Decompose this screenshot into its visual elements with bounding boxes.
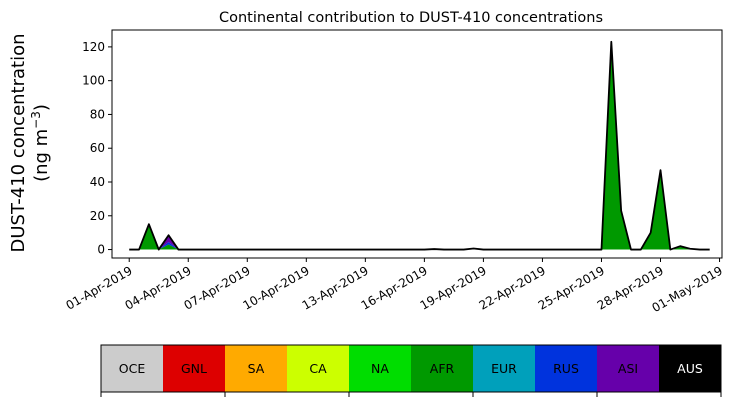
legend-swatch-aus: [659, 345, 722, 392]
legend-label-afr: AFR: [430, 361, 455, 376]
x-tick-label-10-apr-2019: 10-Apr-2019: [241, 263, 312, 312]
y-axis: 0 20 40 60 80 100 120: [82, 40, 112, 257]
y-tick-label-120: 120: [82, 40, 105, 54]
legend-label-aus: AUS: [677, 361, 703, 376]
plot-frame: [111, 29, 723, 259]
y-axis-unit-exponent: −3: [29, 111, 43, 129]
y-axis-label: DUST-410 concentration: [8, 33, 29, 252]
y-axis-label-units: (ng m−3): [29, 104, 52, 182]
y-tick-label-40: 40: [90, 175, 105, 189]
legend-label-gnl: GNL: [181, 361, 207, 376]
y-axis-label-line1: DUST-410 concentration: [8, 33, 29, 252]
legend-label-eur: EUR: [491, 361, 517, 376]
legend-swatch-gnl: [163, 345, 226, 392]
legend-label-sa: SA: [248, 361, 265, 376]
legend-label-rus: RUS: [553, 361, 579, 376]
legend-label-oce: OCE: [119, 361, 146, 376]
stacked-areas: [129, 40, 710, 251]
x-tick-label-01-apr-2019: 01-Apr-2019: [63, 263, 134, 312]
x-tick-label-13-apr-2019: 13-Apr-2019: [300, 263, 371, 312]
x-tick-label-07-apr-2019: 07-Apr-2019: [182, 263, 253, 312]
legend-swatch-eur: [473, 345, 536, 392]
legend-label-ca: CA: [309, 361, 327, 376]
legend-label-asi: ASI: [618, 361, 638, 376]
legend-swatch-afr: [411, 345, 474, 392]
legend-swatch-rus: [535, 345, 598, 392]
legend-swatch-ca: [287, 345, 350, 392]
legend-swatch-na: [349, 345, 412, 392]
x-tick-label-16-apr-2019: 16-Apr-2019: [359, 263, 430, 312]
chart-title: Continental contribution to DUST-410 con…: [219, 10, 603, 26]
x-tick-label-19-apr-2019: 19-Apr-2019: [418, 263, 489, 312]
legend-swatch-sa: [225, 345, 288, 392]
y-tick-label-100: 100: [82, 74, 105, 88]
x-tick-label-04-apr-2019: 04-Apr-2019: [122, 263, 193, 312]
x-tick-label-22-apr-2019: 22-Apr-2019: [477, 263, 548, 312]
legend-label-na: NA: [371, 361, 389, 376]
y-tick-label-80: 80: [90, 107, 105, 121]
y-tick-label-60: 60: [90, 141, 105, 155]
x-axis: 01-Apr-201904-Apr-201907-Apr-201910-Apr-…: [63, 258, 725, 315]
y-axis-unit-close: ): [31, 104, 52, 111]
legend: OCE GNL SA CA NA AFR EUR RUS ASI AUS: [100, 344, 722, 397]
x-tick-label-25-apr-2019: 25-Apr-2019: [536, 263, 607, 312]
y-tick-label-0: 0: [97, 243, 105, 257]
total-outline-line: [129, 40, 710, 251]
legend-frame: [100, 344, 722, 393]
y-axis-unit-text: (ng m: [31, 129, 52, 182]
y-tick-label-20: 20: [90, 209, 105, 223]
legend-swatch-asi: [597, 345, 660, 392]
legend-swatch-oce: [101, 345, 164, 392]
